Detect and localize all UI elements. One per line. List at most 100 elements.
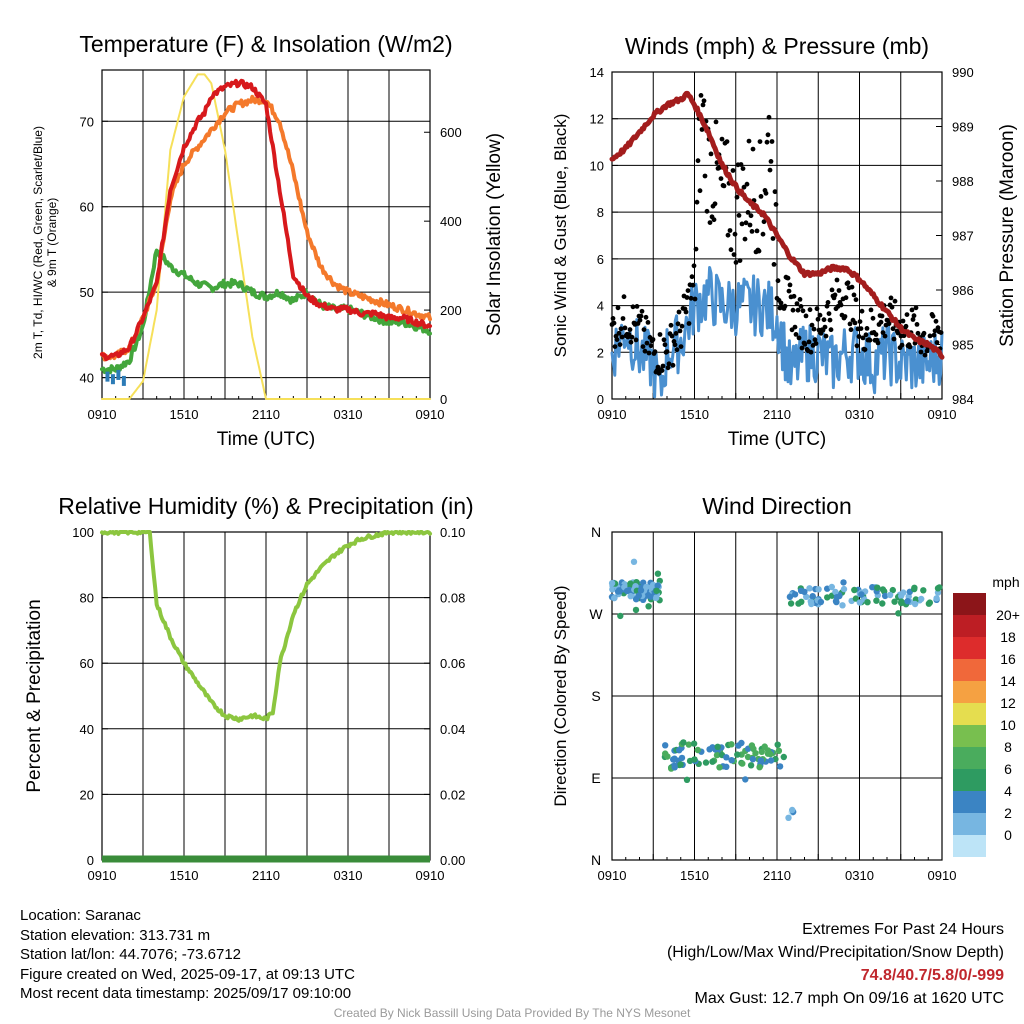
gust-point (809, 322, 815, 328)
gust-point (870, 315, 876, 321)
gust-point (736, 213, 742, 218)
gust-point (639, 308, 645, 314)
direction-point (709, 758, 716, 765)
credit-text: Created By Nick Bassill Using Data Provi… (333, 1006, 691, 1020)
colorbar-label: 0 (1004, 827, 1012, 843)
direction-point (645, 603, 652, 610)
direction-point (832, 598, 840, 605)
gust-point (813, 341, 819, 346)
x-tick-label: 0910 (416, 407, 445, 422)
direction-point (630, 558, 638, 565)
y-tick-label: W (589, 606, 603, 622)
gust-point (915, 330, 921, 336)
y-tick-label: N (591, 852, 601, 868)
gust-point (700, 102, 706, 108)
gust-point (769, 139, 775, 144)
extremes-legend: (High/Low/Max Wind/Precipitation/Snow De… (666, 944, 1004, 961)
direction-point (874, 584, 881, 591)
gust-point (817, 312, 823, 318)
direction-point (662, 750, 669, 757)
gust-point (811, 326, 817, 332)
y-axis-label-2: & 9m T (Orange) (45, 198, 59, 288)
direction-point (702, 759, 710, 766)
y2-tick-label: 0.06 (440, 656, 465, 671)
x-tick-label: 1510 (170, 407, 199, 422)
y2-tick-label: 985 (952, 338, 974, 353)
gust-point (767, 167, 773, 173)
direction-point (795, 600, 802, 607)
elevation-text: Station elevation: 313.731 m (20, 926, 211, 944)
gust-point (803, 313, 809, 319)
y-tick-label: 50 (80, 285, 94, 300)
x-tick-label: 2110 (763, 868, 791, 883)
direction-point (898, 599, 905, 607)
gust-point (679, 323, 685, 329)
gust-point (911, 313, 917, 319)
gust-point (808, 349, 814, 355)
gust-point (807, 307, 813, 313)
y-axis-label: Percent & Precipitation (24, 599, 45, 792)
gust-point (921, 330, 927, 336)
direction-point (728, 741, 735, 748)
gust-point (620, 316, 626, 321)
y-tick-label: 60 (80, 200, 94, 215)
direction-point (757, 757, 765, 764)
gust-point (721, 183, 727, 189)
gust-point (740, 166, 746, 172)
colorbar-label: 12 (1000, 695, 1016, 711)
x-tick-label: 1510 (680, 868, 709, 883)
direction-point (879, 600, 886, 607)
gust-point (766, 114, 772, 120)
gust-point (622, 325, 628, 331)
chart-panel-3: 0910 1510 2110 0310 0910 Relative Humidity (%… (24, 493, 474, 883)
direction-point (758, 748, 765, 755)
direction-point (803, 593, 810, 600)
gust-point (691, 263, 697, 269)
gust-point (922, 352, 928, 358)
gust-point (644, 340, 650, 346)
gust-point (673, 331, 679, 336)
gust-point (672, 342, 678, 348)
direction-point (690, 740, 698, 747)
gust-point (610, 316, 616, 321)
windchill-point (110, 374, 115, 385)
colorbar-label: 10 (1000, 717, 1016, 733)
direction-point (801, 588, 808, 595)
direction-point (817, 598, 825, 606)
gust-point (618, 326, 624, 332)
gust-point (800, 308, 806, 314)
gust-point (650, 337, 656, 342)
direction-point (904, 598, 911, 605)
y2-tick-label: 0.10 (440, 525, 465, 540)
gust-point (674, 347, 680, 353)
x-tick-label: 1510 (170, 868, 199, 883)
gust-point (690, 282, 696, 288)
gust-point (669, 333, 675, 339)
gust-point (792, 324, 798, 330)
gust-point (688, 295, 694, 301)
location-text: Location: Saranac (20, 907, 141, 924)
colorbar-swatch (953, 791, 986, 813)
pressure-line (609, 90, 945, 360)
gust-point (768, 159, 774, 164)
gust-point (641, 327, 647, 332)
y-tick-label: 100 (72, 525, 94, 540)
direction-point (627, 580, 634, 587)
gust-point (711, 217, 717, 223)
gust-point (938, 330, 944, 335)
gust-point (853, 297, 859, 303)
max-gust-text: Max Gust: 12.7 mph On 09/16 at 1620 UTC (694, 990, 1005, 1007)
direction-point (806, 585, 813, 592)
windchill-point (121, 375, 126, 386)
gust-point (843, 295, 849, 301)
gust-point (760, 231, 766, 237)
gust-point (698, 93, 704, 98)
gust-point (615, 305, 621, 311)
direction-point (889, 586, 896, 594)
gust-point (730, 168, 736, 173)
gust-point (616, 330, 622, 336)
colorbar-swatch (953, 747, 986, 769)
gust-point (707, 220, 713, 226)
gust-point (657, 332, 663, 337)
direction-point (637, 587, 645, 594)
